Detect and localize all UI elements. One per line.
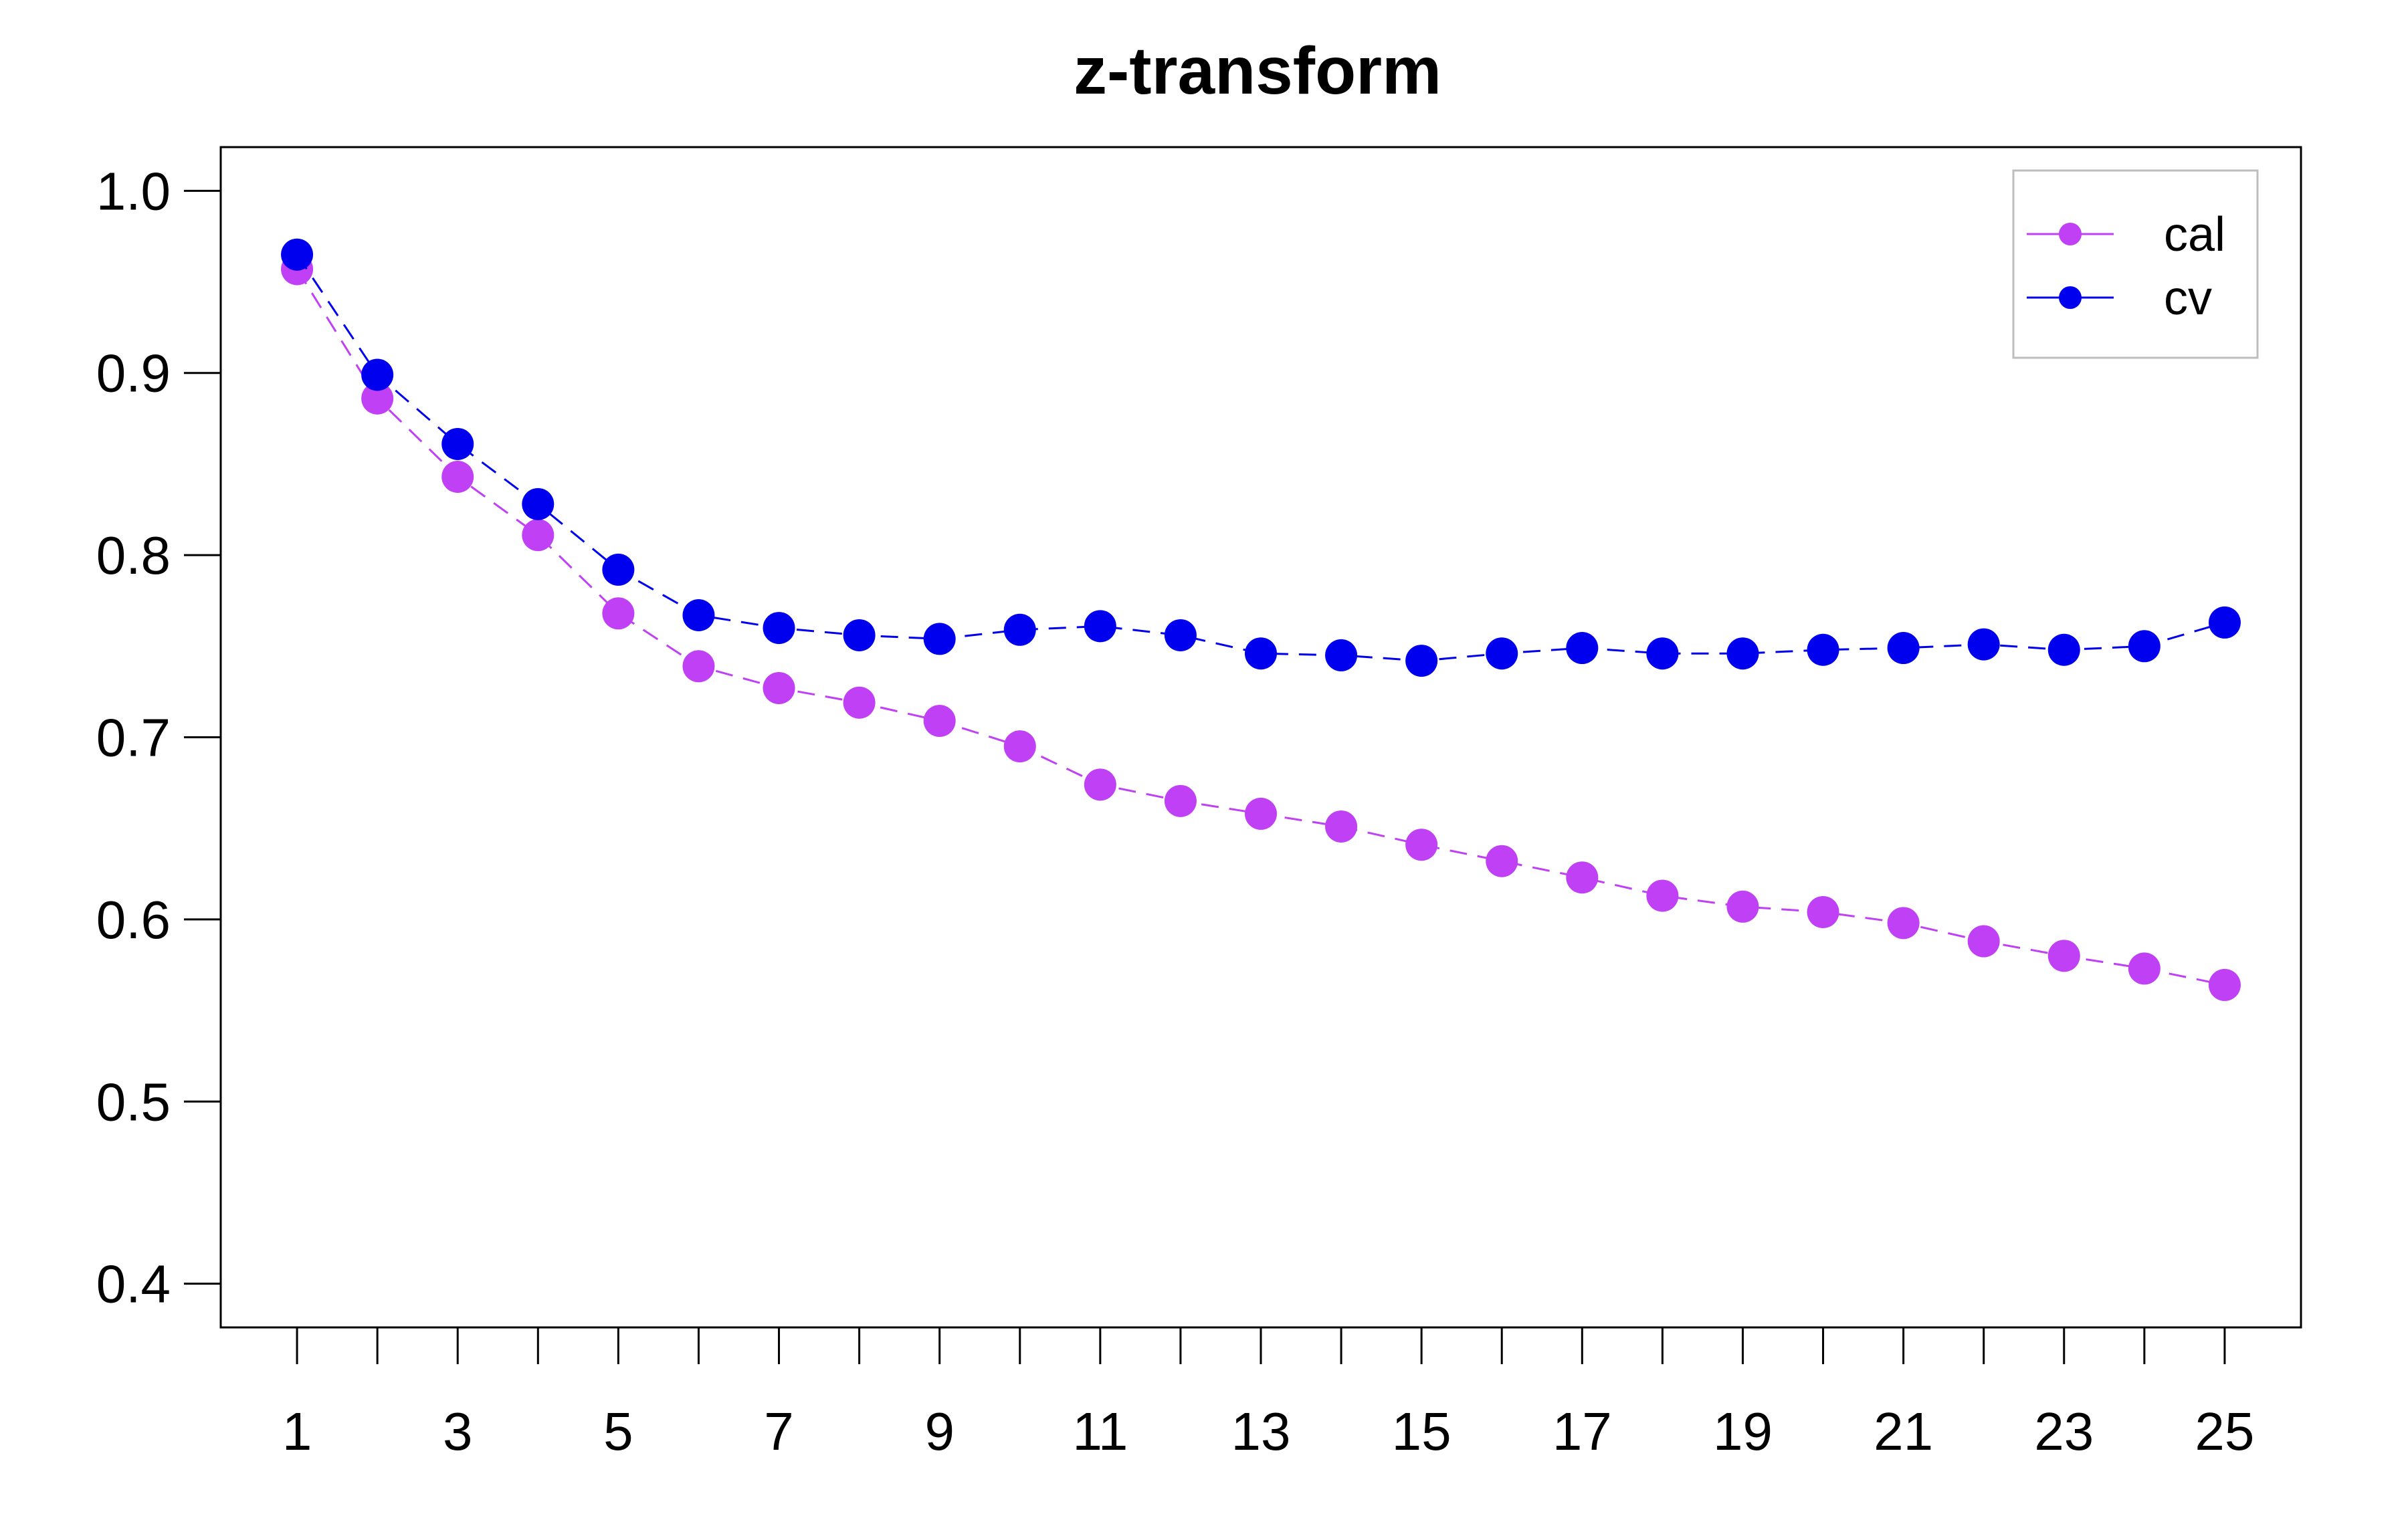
legend: cal cv [2012,169,2259,359]
data-point-cal [682,650,715,683]
data-point-cal [1325,810,1358,843]
data-point-cv [843,619,876,651]
data-point-cal [361,382,394,415]
data-point-cal [1887,907,1920,940]
x-tick-label: 13 [1231,1402,1291,1461]
y-tick-label: 0.6 [96,890,171,950]
chart-title: z-transform [1074,33,1441,108]
data-point-cal [1405,829,1438,861]
series-line-cv [296,253,2225,662]
data-point-cal [441,461,474,494]
x-axis: 1 3 5 7 9 11 13 15 17 19 21 23 25 [282,1326,2254,1461]
y-tick-label: 0.7 [96,708,171,768]
data-point-cv [522,487,555,520]
data-point-cal [2208,968,2241,1001]
x-tick-label: 3 [443,1402,473,1461]
data-point-cv [2208,606,2241,639]
data-point-cal [1726,890,1759,923]
data-point-cal [843,686,876,719]
data-point-cv [1967,628,2000,661]
data-point-cv [1566,632,1599,665]
data-point-cal [522,519,555,552]
data-point-cv [1405,645,1438,677]
data-point-cv [1807,633,1839,666]
legend-swatch-marker [2059,286,2082,309]
x-tick-label: 11 [1072,1402,1128,1461]
data-point-cal [1164,784,1197,817]
data-point-cal [1646,879,1679,912]
y-tick-label: 0.5 [96,1072,171,1131]
data-point-cal [1807,895,1839,928]
series-layer [281,238,2241,1001]
data-point-cal [1245,797,1277,830]
x-tick-label: 23 [2034,1402,2094,1461]
legend-box [2012,169,2259,359]
y-tick-label: 0.9 [96,344,171,403]
legend-label: cal [2164,208,2225,261]
x-tick-label: 21 [1874,1402,1933,1461]
data-point-cal [1967,925,2000,958]
y-tick-label: 0.8 [96,526,171,585]
data-point-cv [1887,632,1920,665]
x-tick-label: 17 [1552,1402,1612,1461]
data-point-cv [281,238,314,271]
data-point-cv [441,427,474,460]
data-point-cv [1003,613,1036,646]
plot-area-frame [219,146,2302,1329]
data-point-cal [1003,730,1036,763]
data-point-cal [2047,940,2080,972]
legend-swatch-marker [2059,223,2082,245]
data-point-cv [2047,633,2080,666]
data-point-cv [1646,637,1679,670]
data-point-cal [1486,845,1518,877]
series-cal [281,253,2241,1001]
y-tick-label: 0.4 [96,1255,171,1314]
data-point-cal [1084,768,1116,801]
data-point-cal [2128,952,2161,985]
y-tick-label: 1.0 [96,161,171,221]
legend-item-cal: cal [2027,208,2225,261]
data-point-cv [2128,630,2161,663]
data-point-cal [763,671,795,704]
data-point-cal [602,597,635,630]
series-cv [281,238,2241,677]
x-tick-label: 7 [764,1402,794,1461]
data-point-cv [1325,639,1358,671]
x-tick-label: 19 [1713,1402,1773,1461]
y-axis: 0.4 0.5 0.6 0.7 0.8 0.9 1.0 [96,161,222,1314]
data-point-cal [1566,861,1599,894]
x-tick-label: 1 [282,1402,312,1461]
data-point-cv [682,599,715,632]
data-point-cv [923,623,956,655]
x-tick-label: 25 [2195,1402,2254,1461]
data-point-cv [1486,637,1518,670]
data-point-cv [1726,637,1759,670]
legend-item-cv: cv [2027,271,2212,325]
x-tick-label: 9 [924,1402,955,1461]
series-line-cal [296,268,2225,986]
data-point-cal [923,704,956,737]
data-point-cv [602,553,635,586]
data-point-cv [1245,637,1277,670]
data-point-cv [763,612,795,645]
x-tick-label: 5 [603,1402,633,1461]
data-point-cv [361,358,394,391]
x-tick-label: 15 [1392,1402,1451,1461]
legend-label: cv [2164,271,2212,325]
data-point-cv [1084,610,1116,643]
data-point-cv [1164,619,1197,651]
